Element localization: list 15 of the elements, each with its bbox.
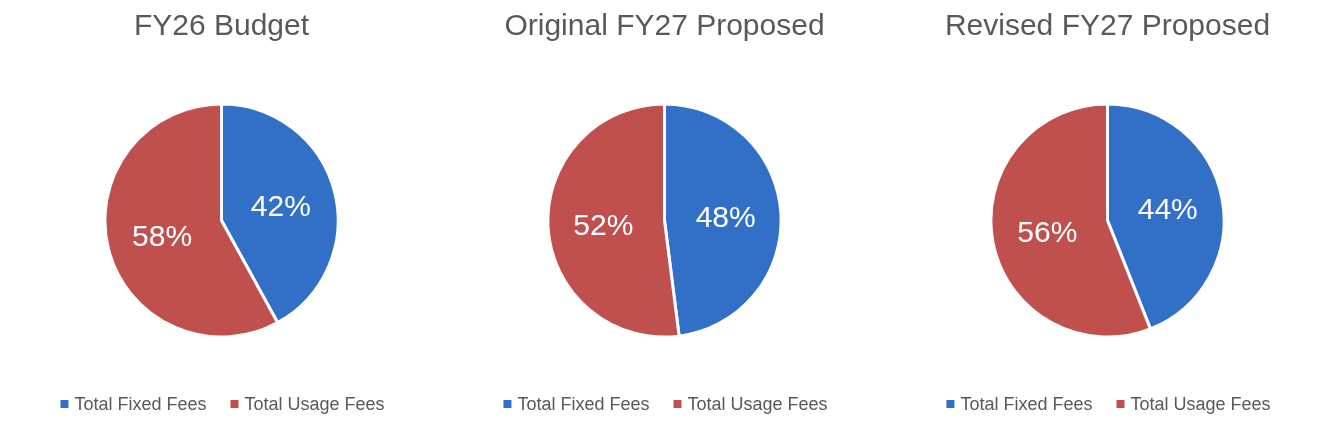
chart-title: FY26 Budget — [133, 7, 310, 41]
chart-title: Original FY27 Proposed — [504, 7, 825, 41]
data-label: 58% — [132, 219, 193, 253]
chart-title: Revised FY27 Proposed — [944, 7, 1271, 41]
data-label: 42% — [250, 188, 311, 222]
legend-label: Total Usage Fees — [687, 394, 828, 414]
data-label: 48% — [695, 200, 756, 234]
data-label: 52% — [573, 207, 634, 241]
data-label: 44% — [1137, 192, 1198, 226]
legend-label: Total Usage Fees — [1130, 394, 1271, 414]
data-label: 56% — [1017, 215, 1078, 249]
legend-label: Total Usage Fees — [244, 394, 385, 414]
legend-label: Total Fixed Fees — [960, 394, 1093, 414]
legend-label: Total Fixed Fees — [517, 394, 650, 414]
legend-label: Total Fixed Fees — [74, 394, 207, 414]
